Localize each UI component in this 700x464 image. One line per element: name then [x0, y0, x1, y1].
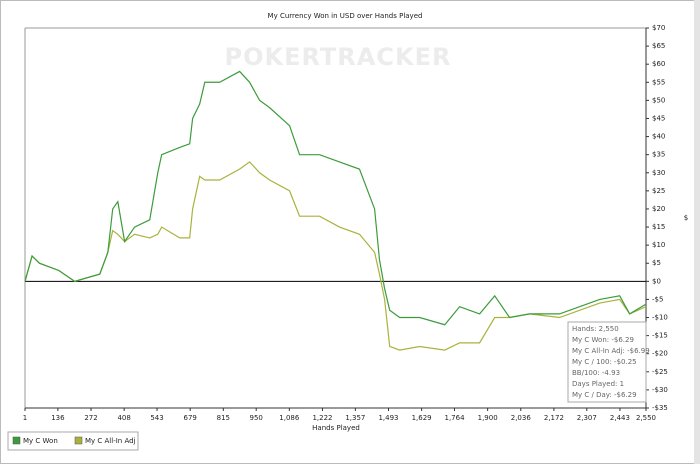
- x-tick-label: 1: [23, 414, 27, 422]
- x-tick-label: 2,550: [636, 414, 656, 422]
- x-tick-label: 815: [217, 414, 230, 422]
- x-axis-label: Hands Played: [312, 424, 360, 432]
- x-tick-label: 2,307: [577, 414, 597, 422]
- y-tick-label: -$30: [652, 386, 668, 394]
- tooltip-line: My C / Day: -$6.29: [572, 391, 637, 399]
- y-tick-label: -$15: [652, 332, 668, 340]
- y-tick-label: $10: [652, 241, 665, 249]
- x-tick-label: 1,764: [444, 414, 465, 422]
- y-tick-label: $55: [652, 78, 665, 86]
- x-tick-label: 1,357: [345, 414, 365, 422]
- x-tick-label: 2,443: [610, 414, 630, 422]
- y-tick-label: $50: [652, 96, 665, 104]
- y-tick-label: -$25: [652, 368, 668, 376]
- x-tick-label: 1,222: [312, 414, 332, 422]
- y-tick-label: $70: [652, 24, 665, 32]
- tooltip-line: BB/100: -4.93: [572, 369, 620, 377]
- y-tick-label: $5: [652, 259, 661, 267]
- y-tick-label: $15: [652, 223, 665, 231]
- y-tick-label: -$10: [652, 314, 668, 322]
- x-tick-label: 1,900: [478, 414, 498, 422]
- x-tick-label: 408: [117, 414, 130, 422]
- tooltip-line: Days Played: 1: [572, 380, 624, 388]
- y-tick-label: -$20: [652, 350, 668, 358]
- y-tick-label: $45: [652, 114, 665, 122]
- x-tick-label: 2,036: [511, 414, 532, 422]
- x-tick-label: 679: [183, 414, 196, 422]
- x-tick-label: 136: [51, 414, 65, 422]
- x-tick-label: 1,629: [412, 414, 432, 422]
- legend-swatch: [12, 436, 21, 445]
- y-tick-label: $35: [652, 151, 665, 159]
- legend-label: My C All-In Adj: [85, 437, 136, 445]
- tooltip: [567, 321, 647, 403]
- x-tick-label: 1,086: [279, 414, 300, 422]
- y-tick-label: $40: [652, 133, 665, 141]
- series-line: [24, 70, 647, 326]
- x-tick-label: 2,172: [544, 414, 564, 422]
- x-tick-label: 950: [250, 414, 263, 422]
- tooltip-line: My C / 100: -$0.25: [572, 358, 637, 366]
- legend: [7, 431, 139, 451]
- y-tick-label: $0: [652, 277, 661, 285]
- y-tick-label: $20: [652, 205, 665, 213]
- y-tick-label: $30: [652, 169, 665, 177]
- tooltip-line: My C All-In Adj: -$6.99: [572, 347, 650, 355]
- x-tick-label: 272: [84, 414, 97, 422]
- y-tick-label: -$35: [652, 404, 668, 412]
- x-tick-label: 543: [150, 414, 163, 422]
- chart-title: My Currency Won in USD over Hands Played: [268, 12, 423, 20]
- side-strip: [694, 0, 700, 464]
- legend-swatch: [74, 436, 83, 445]
- y-tick-label: $60: [652, 60, 665, 68]
- y-tick-label: $25: [652, 187, 665, 195]
- tooltip-line: Hands: 2,550: [572, 325, 619, 333]
- legend-label: My C Won: [23, 437, 58, 445]
- tooltip-line: My C Won: -$6.29: [572, 336, 634, 344]
- watermark: POKERTRACKER: [225, 43, 452, 71]
- y-axis-label: $: [684, 214, 688, 222]
- series-line: [24, 161, 647, 351]
- x-tick-label: 1,493: [378, 414, 398, 422]
- y-tick-label: -$5: [652, 295, 663, 303]
- y-tick-label: $65: [652, 42, 665, 50]
